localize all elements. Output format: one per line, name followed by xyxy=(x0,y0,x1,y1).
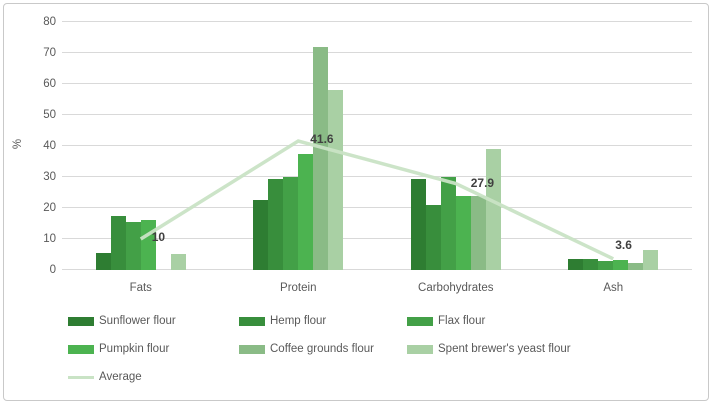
gridline-0 xyxy=(62,269,692,270)
legend-swatch xyxy=(68,316,94,326)
y-tick-60: 60 xyxy=(43,78,56,90)
legend-swatch xyxy=(407,344,433,354)
bar-pumpkin-flour-carbohydrates xyxy=(455,195,471,270)
y-tick-30: 30 xyxy=(43,171,56,183)
legend-item-hemp-flour: Hemp flour xyxy=(239,312,326,330)
bar-sunflower-flour-carbohydrates xyxy=(410,178,426,270)
legend-label: Average xyxy=(99,371,142,383)
gridline-30 xyxy=(62,176,692,177)
legend-item-coffee-grounds-flour: Coffee grounds flour xyxy=(239,340,374,358)
legend-label: Pumpkin flour xyxy=(99,343,170,355)
gridline-10 xyxy=(62,238,692,239)
average-line xyxy=(139,139,615,261)
legend-swatch xyxy=(407,316,433,326)
y-tick-70: 70 xyxy=(43,47,56,59)
x-label-fats: Fats xyxy=(129,282,152,294)
gridline-50 xyxy=(62,114,692,115)
legend-item-average: Average xyxy=(68,368,142,386)
bar-sunflower-flour-ash xyxy=(568,259,584,270)
legend-line-swatch xyxy=(68,375,94,379)
y-tick-0: 0 xyxy=(49,264,56,276)
legend-label: Sunflower flour xyxy=(99,315,176,327)
bar-pumpkin-flour-protein xyxy=(298,153,314,270)
bar-sunflower-flour-fats xyxy=(95,252,111,270)
plot-area: 10 41.6 27.9 3.6 xyxy=(62,21,692,270)
bar-hemp-flour-protein xyxy=(268,178,284,270)
average-label-protein: 41.6 xyxy=(310,132,334,147)
gridline-70 xyxy=(62,52,692,53)
legend-item-spent-brewer-s-yeast-flour: Spent brewer's yeast flour xyxy=(407,340,571,358)
bar-spent-brewer-s-yeast-flour-carbohydrates xyxy=(485,149,501,270)
bar-hemp-flour-ash xyxy=(583,259,599,270)
bar-flax-flour-carbohydrates xyxy=(440,177,456,270)
bar-flax-flour-fats xyxy=(125,221,141,270)
y-tick-50: 50 xyxy=(43,109,56,121)
gridline-40 xyxy=(62,145,692,146)
bar-pumpkin-flour-ash xyxy=(613,260,629,270)
legend-item-flax-flour: Flax flour xyxy=(407,312,485,330)
bar-coffee-grounds-flour-protein xyxy=(313,46,329,270)
legend-swatch xyxy=(239,316,265,326)
gridline-20 xyxy=(62,207,692,208)
legend-item-sunflower-flour: Sunflower flour xyxy=(68,312,176,330)
legend-label: Hemp flour xyxy=(270,315,327,327)
average-label-fats: 10 xyxy=(151,230,166,244)
bar-flax-flour-ash xyxy=(598,260,614,270)
x-label-carbohydrates: Carbohydrates xyxy=(418,282,494,294)
y-tick-10: 10 xyxy=(43,233,56,245)
legend-label: Coffee grounds flour xyxy=(270,343,374,355)
legend-item-pumpkin-flour: Pumpkin flour xyxy=(68,340,169,358)
bar-spent-brewer-s-yeast-flour-ash xyxy=(643,250,659,270)
legend-label: Spent brewer's yeast flour xyxy=(438,343,571,355)
average-label-carbohydrates: 27.9 xyxy=(470,175,495,190)
bar-spent-brewer-s-yeast-flour-fats xyxy=(170,253,186,270)
x-label-protein: Protein xyxy=(280,282,317,294)
bar-sunflower-flour-protein xyxy=(253,200,269,270)
legend-swatch xyxy=(68,344,94,354)
legend-label: Flax flour xyxy=(438,315,486,327)
bar-hemp-flour-carbohydrates xyxy=(425,204,441,270)
bar-coffee-grounds-flour-ash xyxy=(628,262,644,270)
y-tick-20: 20 xyxy=(43,202,56,214)
chart-border xyxy=(3,3,709,401)
gridline-60 xyxy=(62,83,692,84)
gridline-80 xyxy=(62,21,692,22)
y-tick-80: 80 xyxy=(43,16,56,28)
bar-coffee-grounds-flour-carbohydrates xyxy=(470,195,486,270)
y-tick-40: 40 xyxy=(43,140,56,152)
bar-hemp-flour-fats xyxy=(110,215,126,270)
x-label-ash: Ash xyxy=(603,282,624,294)
bar-flax-flour-protein xyxy=(283,177,299,270)
legend-swatch xyxy=(239,344,265,354)
bar-spent-brewer-s-yeast-flour-protein xyxy=(328,90,344,270)
average-label-ash: 3.6 xyxy=(615,237,632,252)
